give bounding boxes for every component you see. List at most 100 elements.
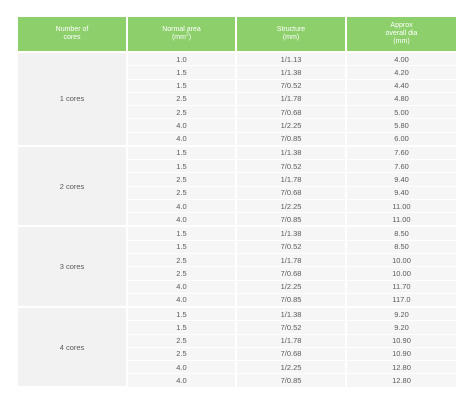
structure-cell: 7/0.52 <box>236 240 347 254</box>
structure-cell: 7/0.68 <box>236 186 347 200</box>
overall-dia-cell: 11.00 <box>346 212 456 227</box>
structure-cell: 7/0.68 <box>236 105 347 120</box>
structure-cell: 1/1.78 <box>236 92 347 107</box>
normal-area-cell: 1.5 <box>127 225 237 241</box>
overall-dia-cell: 10.90 <box>346 334 456 348</box>
structure-cell: 1/1.38 <box>236 306 347 322</box>
overall-dia-cell: 10.00 <box>346 253 456 268</box>
table-row: 4.0 7/0.85 6.00 <box>18 132 456 147</box>
normal-area-cell: 4.0 <box>127 280 237 294</box>
table-row: 2.5 7/0.68 5.00 <box>18 105 456 120</box>
structure-cell: 7/0.52 <box>236 79 347 93</box>
table-row: 2.5 7/0.68 10.00 <box>18 266 456 281</box>
normal-area-cell: 4.0 <box>127 132 237 147</box>
normal-area-cell: 1.5 <box>127 65 237 80</box>
normal-area-cell: 1.5 <box>127 306 237 322</box>
structure-cell: 7/0.68 <box>236 266 347 281</box>
overall-dia-cell: 9.40 <box>346 172 456 187</box>
overall-dia-cell: 4.00 <box>346 51 456 67</box>
normal-area-cell: 4.0 <box>127 360 237 375</box>
normal-area-cell: 1.5 <box>127 240 237 254</box>
structure-cell: 7/0.85 <box>236 373 347 388</box>
table-body: 1 cores 1.0 1/1.13 4.00 1.5 1/1.38 4.20 1.5 7/0.… <box>18 51 456 389</box>
structure-cell: 7/0.85 <box>236 132 347 147</box>
table-row: 4.0 7/0.85 11.00 <box>18 212 456 227</box>
normal-area-cell: 1.5 <box>127 79 237 93</box>
header-overall-dia: Approx overall dia (mm) <box>346 17 456 52</box>
table-row: 2.5 7/0.68 10.90 <box>18 347 456 362</box>
cropped-caption <box>250 0 340 2</box>
normal-area-cell: 2.5 <box>127 347 237 362</box>
normal-area-cell: 4.0 <box>127 212 237 227</box>
table-header: Number of cores Normal area (mm2) Struct… <box>18 17 456 52</box>
normal-area-cell: 1.5 <box>127 159 237 174</box>
table-row: 1.5 7/0.52 4.40 <box>18 79 456 93</box>
structure-cell: 1/2.25 <box>236 360 347 375</box>
table-row: 2.5 7/0.68 9.40 <box>18 186 456 200</box>
structure-cell: 1/1.78 <box>236 172 347 187</box>
overall-dia-cell: 10.90 <box>346 347 456 362</box>
header-structure: Structure (mm) <box>236 17 347 52</box>
structure-cell: 1/1.38 <box>236 225 347 241</box>
structure-cell: 1/1.38 <box>236 65 347 80</box>
overall-dia-cell: 6.00 <box>346 132 456 147</box>
overall-dia-cell: 11.00 <box>346 199 456 214</box>
overall-dia-cell: 9.20 <box>346 306 456 322</box>
structure-cell: 1/1.38 <box>236 144 347 161</box>
overall-dia-cell: 117.0 <box>346 293 456 308</box>
table-row: 1 cores 1.0 1/1.13 4.00 <box>18 51 456 147</box>
table-row: 4.0 7/0.85 117.0 <box>18 293 456 308</box>
overall-dia-cell: 9.40 <box>346 186 456 200</box>
normal-area-cell: 2.5 <box>127 186 237 200</box>
table-row: 2.5 1/1.78 4.80 <box>18 92 456 107</box>
structure-cell: 7/0.85 <box>236 212 347 227</box>
structure-cell: 1/2.25 <box>236 280 347 294</box>
normal-area-cell: 1.5 <box>127 144 237 161</box>
overall-dia-cell: 7.60 <box>346 159 456 174</box>
overall-dia-cell: 12.80 <box>346 360 456 375</box>
table-row: 2 cores 1.5 1/1.38 7.60 <box>18 144 456 228</box>
normal-area-cell: 2.5 <box>127 92 237 107</box>
normal-area-cell: 4.0 <box>127 373 237 388</box>
normal-area-cell: 2.5 <box>127 253 237 268</box>
overall-dia-cell: 9.20 <box>346 320 456 335</box>
normal-area-cell: 1.5 <box>127 320 237 335</box>
normal-area-cell: 2.5 <box>127 105 237 120</box>
overall-dia-cell: 8.50 <box>346 225 456 241</box>
table-row: 2.5 1/1.78 10.00 <box>18 253 456 268</box>
structure-cell: 1/1.78 <box>236 334 347 348</box>
header-number-of-cores: Number of cores <box>18 17 128 52</box>
table-row: 3 cores 1.5 1/1.38 8.50 <box>18 225 456 309</box>
core-count-cell: 2 cores <box>18 144 128 228</box>
table-row: 4.0 1/2.25 12.80 <box>18 360 456 375</box>
table-row: 1.5 7/0.52 8.50 <box>18 240 456 254</box>
structure-cell: 1/2.25 <box>236 118 347 133</box>
overall-dia-cell: 12.80 <box>346 373 456 388</box>
cable-spec-table: Number of cores Normal area (mm2) Struct… <box>18 17 456 389</box>
structure-cell: 1/1.78 <box>236 253 347 268</box>
overall-dia-cell: 5.00 <box>346 105 456 120</box>
table-row: 4 cores 1.5 1/1.38 9.20 <box>18 306 456 389</box>
normal-area-cell: 2.5 <box>127 266 237 281</box>
table-row: 1.5 1/1.38 4.20 <box>18 65 456 80</box>
normal-area-cell: 2.5 <box>127 172 237 187</box>
overall-dia-cell: 4.20 <box>346 65 456 80</box>
structure-cell: 7/0.52 <box>236 320 347 335</box>
table-row: 2.5 1/1.78 9.40 <box>18 172 456 187</box>
structure-cell: 7/0.85 <box>236 293 347 308</box>
overall-dia-cell: 7.60 <box>346 144 456 161</box>
structure-cell: 1/1.13 <box>236 51 347 67</box>
normal-area-cell: 4.0 <box>127 199 237 214</box>
structure-cell: 7/0.68 <box>236 347 347 362</box>
overall-dia-cell: 10.00 <box>346 266 456 281</box>
overall-dia-cell: 4.80 <box>346 92 456 107</box>
structure-cell: 7/0.52 <box>236 159 347 174</box>
normal-area-cell: 4.0 <box>127 118 237 133</box>
table-row: 4.0 7/0.85 12.80 <box>18 373 456 388</box>
table-row: 1.5 7/0.52 7.60 <box>18 159 456 174</box>
table-row: 4.0 1/2.25 11.00 <box>18 199 456 214</box>
structure-cell: 1/2.25 <box>236 199 347 214</box>
table-row: 2.5 1/1.78 10.90 <box>18 334 456 348</box>
overall-dia-cell: 8.50 <box>346 240 456 254</box>
core-count-cell: 3 cores <box>18 225 128 309</box>
